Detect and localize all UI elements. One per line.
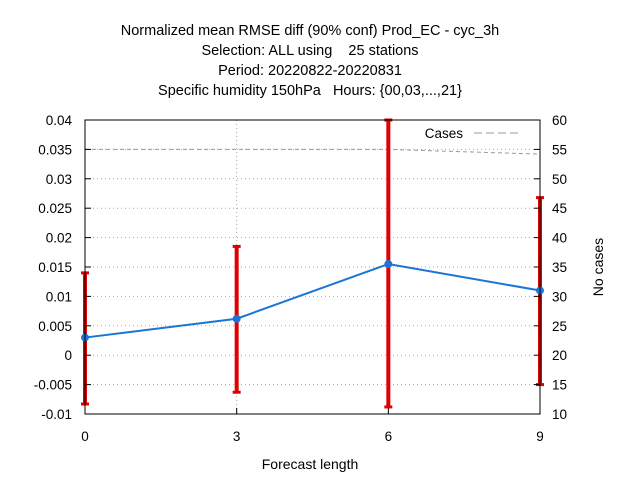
cases-series	[85, 148, 541, 155]
legend-label-cases: Cases	[425, 126, 464, 141]
data-point	[232, 314, 241, 323]
y-tick-label: 0.035	[38, 142, 72, 157]
y-right-tick-label: 55	[552, 142, 567, 157]
y-tick-label: 0.04	[46, 113, 73, 128]
grid	[85, 120, 540, 414]
x-tick-label: 9	[536, 429, 544, 444]
title-line-2: Selection: ALL using 25 stations	[201, 43, 418, 59]
y-axis-label-right: No cases	[590, 238, 606, 296]
legend: Cases	[425, 126, 521, 141]
y-tick-label: -0.01	[41, 407, 72, 422]
main-series	[84, 263, 541, 339]
y-right-tick-label: 45	[552, 201, 567, 216]
axis-ticks: -0.01 -0.005 0 0.005 0.01 0.015 0.02 0.025 0.03 0…	[34, 113, 567, 444]
error-bars	[81, 118, 544, 409]
y-tick-label: 0.01	[46, 289, 72, 304]
x-axis-label: Forecast length	[262, 456, 359, 472]
title-line-4: Specific humidity 150hPa Hours: {00,03,.…	[158, 83, 462, 99]
x-tick-label: 3	[233, 429, 241, 444]
y-tick-label: -0.005	[34, 378, 72, 393]
title-line-3: Period: 20220822-20220831	[218, 63, 402, 79]
x-tick-label: 0	[81, 429, 89, 444]
y-tick-label: 0.03	[46, 172, 72, 187]
title-line-1: Normalized mean RMSE diff (90% conf) Pro…	[121, 23, 500, 39]
y-right-tick-label: 10	[552, 407, 567, 422]
y-tick-label: 0.02	[46, 231, 72, 246]
y-right-tick-label: 35	[552, 260, 567, 275]
y-right-tick-label: 30	[552, 289, 567, 304]
y-right-tick-label: 50	[552, 172, 567, 187]
y-right-tick-label: 15	[552, 378, 567, 393]
x-tick-label: 6	[385, 429, 393, 444]
y-tick-label: 0.005	[38, 319, 72, 334]
chart-title: Normalized mean RMSE diff (90% conf) Pro…	[121, 23, 500, 99]
y-right-tick-label: 20	[552, 348, 567, 363]
y-tick-label: 0.025	[38, 201, 72, 216]
y-right-tick-label: 25	[552, 319, 567, 334]
series-line	[84, 263, 541, 339]
data-point	[384, 260, 393, 269]
y-right-tick-label: 60	[552, 113, 567, 128]
y-right-tick-label: 40	[552, 231, 567, 246]
cases-line	[85, 148, 541, 155]
y-tick-label: 0	[64, 348, 72, 363]
y-tick-label: 0.015	[38, 260, 72, 275]
